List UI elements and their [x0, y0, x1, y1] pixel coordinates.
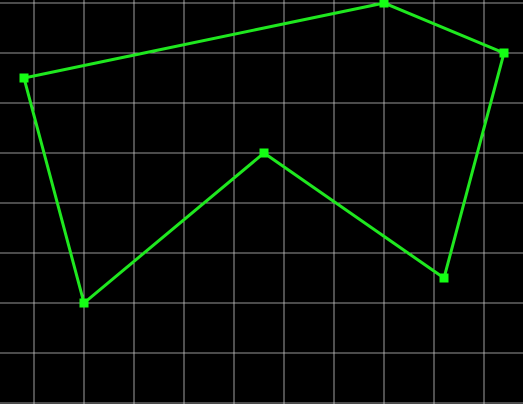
- vertex-handle[interactable]: [79, 298, 89, 308]
- vertex-handle[interactable]: [379, 0, 389, 8]
- vertex-handle[interactable]: [499, 48, 509, 58]
- vertex-handle[interactable]: [259, 148, 269, 158]
- vertex-handle[interactable]: [19, 73, 29, 83]
- vertex-handle[interactable]: [439, 273, 449, 283]
- vertex-handles: [19, 0, 509, 308]
